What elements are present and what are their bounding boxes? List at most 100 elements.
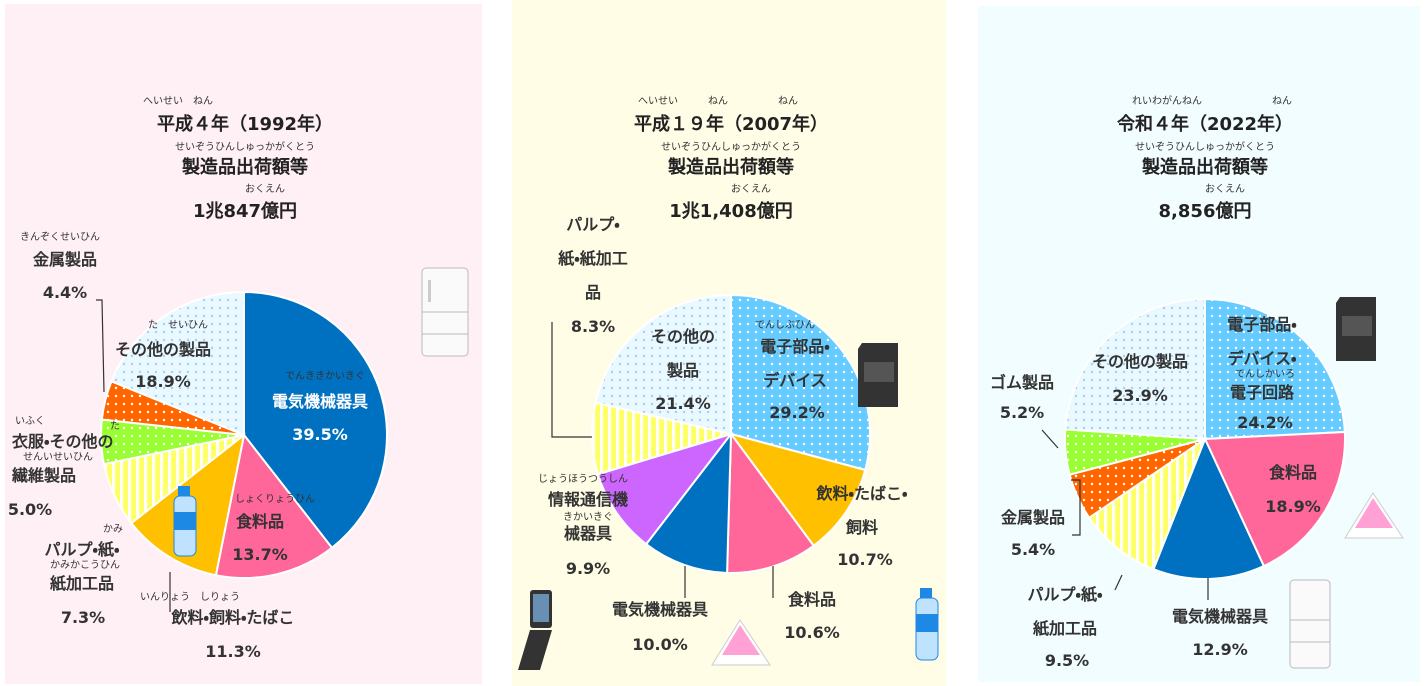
value-label: 9.9% <box>565 559 611 578</box>
category-ruby: いふく <box>15 416 45 427</box>
value-label: 5.2% <box>999 403 1045 422</box>
value-label: 24.2% <box>1237 413 1293 432</box>
category-label: 電気機械器具 <box>1171 607 1269 626</box>
bottle-icon <box>915 588 939 661</box>
sd-card-icon <box>858 343 898 407</box>
category-label: 食料品 <box>1268 463 1318 482</box>
pie-slice <box>728 432 867 548</box>
fridge-icon <box>421 267 469 357</box>
title-ruby: せいぞうひんしゅっかがくとう <box>1135 142 1275 153</box>
category-label: パルプ・紙・ 紙加工品 <box>1027 585 1103 638</box>
category-label: 電気機械器具 <box>611 600 709 619</box>
pie-slice <box>1204 297 1346 441</box>
chart-title: 令和４年（2022年） <box>1116 114 1294 135</box>
category-ruby: でんしかいろ <box>1235 369 1295 380</box>
leader-line <box>551 322 592 438</box>
value-label: 18.9% <box>1265 497 1321 516</box>
bottle-icon <box>173 486 197 557</box>
category-label: その他の製品 <box>1091 352 1189 371</box>
chart-title: 平成４年（1992年） <box>156 114 334 135</box>
leader-line <box>1071 479 1081 536</box>
pie-slice <box>214 432 334 579</box>
leader-lines <box>96 299 1209 612</box>
value-label: 10.6% <box>784 623 840 642</box>
category-ruby: いんりょう しりょう <box>140 592 240 603</box>
value-label: 12.9% <box>1192 640 1248 659</box>
leader-line <box>1041 429 1059 449</box>
chart-title: 8,856億円 <box>1158 201 1252 222</box>
chart-title: 製造品出荷額等 <box>668 157 794 178</box>
chart-title: 1兆847億円 <box>192 201 298 222</box>
category-label: 金属製品 <box>1000 508 1066 527</box>
value-label: 5.4% <box>1010 540 1056 559</box>
pie-slice <box>596 432 734 546</box>
value-label: 7.3% <box>60 608 106 627</box>
chart-title: 平成１９年（2007年） <box>633 114 829 135</box>
value-label: 4.4% <box>42 283 88 302</box>
title-ruby: おくえん <box>1205 184 1245 195</box>
value-label: 9.5% <box>1044 651 1090 670</box>
category-label: 電気機械器具 <box>271 392 369 411</box>
category-ruby: かみかこうひん <box>50 560 120 571</box>
category-ruby: た <box>110 421 120 432</box>
category-label: 飲料・飼料・たばこ <box>171 608 295 627</box>
category-label: 情報通信機 械器具 <box>547 490 629 543</box>
value-label: 8.3% <box>570 317 616 336</box>
category-ruby: きかいきぐ <box>563 512 613 523</box>
value-label: 13.7% <box>232 545 288 564</box>
category-label: 電子部品・ デバイス・ 電子回路 <box>1227 315 1297 402</box>
pie-slice <box>594 293 732 436</box>
value-label: 29.2% <box>769 403 825 422</box>
category-label: 食料品 <box>235 512 285 531</box>
value-label: 10.7% <box>837 550 893 569</box>
pie-slice <box>1087 436 1208 571</box>
title-ruby: へいせい ねん <box>143 96 213 107</box>
pie-slice <box>644 430 733 574</box>
title-ruby: せいぞうひんしゅっかがくとう <box>661 142 801 153</box>
sd-card-icon <box>1336 297 1376 361</box>
chart-title: 製造品出荷額等 <box>182 157 308 178</box>
title-ruby: れいわがんねん ねん <box>1132 96 1292 107</box>
leader-line <box>1114 574 1123 591</box>
category-label: 食料品 <box>787 590 837 609</box>
category-ruby: じょうほうつうしん <box>538 474 628 485</box>
category-ruby: かみ <box>103 524 123 535</box>
pie-slice <box>730 293 871 472</box>
value-label: 39.5% <box>292 425 348 444</box>
category-ruby: た せいひん <box>148 320 208 331</box>
pie-slice <box>1064 297 1206 441</box>
leader-line <box>96 299 105 393</box>
value-label: 11.3% <box>205 642 261 661</box>
category-ruby: せんいせいひん <box>23 452 93 463</box>
pie-slice <box>110 290 245 437</box>
title-ruby: おくえん <box>245 184 285 195</box>
title-ruby: へいせい ねん ねん <box>638 96 798 107</box>
category-label: パルプ・紙・ 紙加工品 <box>44 540 120 593</box>
category-ruby: でんききかいきぐ <box>285 371 365 382</box>
pie-slice <box>1203 430 1346 568</box>
category-label: その他の 製品 <box>650 327 716 380</box>
value-label: 21.4% <box>655 394 711 413</box>
pie-slice <box>1152 436 1266 580</box>
category-label: ゴム製品 <box>989 373 1055 392</box>
category-label: 飲料・たばこ・ 飼料 <box>816 484 908 537</box>
title-ruby: せいぞうひんしゅっかがくとう <box>175 142 315 153</box>
sandwich-icon <box>1344 492 1404 539</box>
category-label: 電子部品・ デバイス <box>760 337 830 390</box>
fridge-icon <box>1289 579 1331 669</box>
title-ruby: おくえん <box>731 184 771 195</box>
value-label: 5.0% <box>7 500 53 519</box>
category-label: 金属製品 <box>32 250 98 269</box>
value-label: 10.0% <box>632 635 688 654</box>
chart-title: 1兆1,408億円 <box>669 201 793 222</box>
phone-icon <box>518 590 552 670</box>
value-label: 23.9% <box>1112 386 1168 405</box>
pie-slice <box>243 290 388 550</box>
value-label: 18.9% <box>135 372 191 391</box>
category-label: パルプ・ 紙・紙加工 品 <box>558 215 628 302</box>
category-label: その他の製品 <box>114 340 212 359</box>
category-ruby: きんぞくせいひん <box>20 232 100 243</box>
chart-title: 製造品出荷額等 <box>1142 157 1268 178</box>
